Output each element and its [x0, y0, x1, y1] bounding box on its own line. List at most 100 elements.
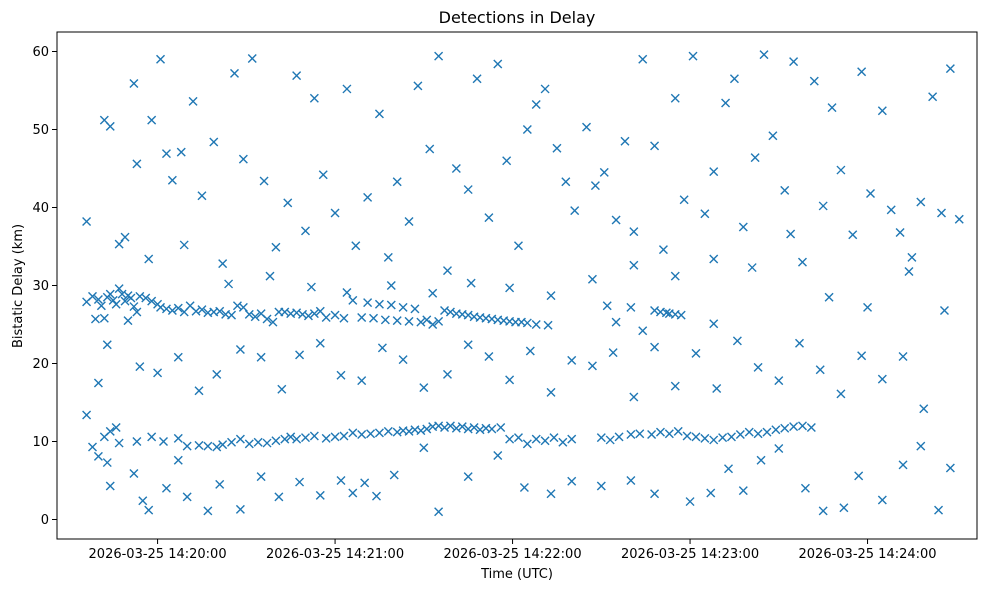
data-point: [753, 429, 763, 439]
data-point: [88, 442, 97, 452]
data-point: [244, 439, 254, 449]
data-point: [688, 51, 698, 61]
data-point: [161, 149, 171, 159]
data-point: [857, 351, 867, 361]
data-point: [342, 288, 352, 298]
data-point: [197, 305, 207, 315]
data-point: [605, 435, 615, 445]
data-point: [262, 438, 272, 448]
data-point: [309, 309, 319, 319]
data-point: [954, 214, 964, 224]
data-point: [463, 340, 473, 350]
data-point: [709, 167, 719, 177]
data-point: [611, 317, 621, 327]
data-point: [916, 441, 926, 451]
data-point: [173, 455, 183, 465]
data-point: [919, 404, 929, 414]
data-point: [303, 311, 313, 321]
data-point: [357, 312, 367, 322]
data-point: [857, 67, 867, 77]
data-point: [247, 54, 257, 64]
data-point: [567, 355, 577, 365]
data-point: [129, 302, 139, 312]
data-point: [209, 137, 219, 147]
data-point: [682, 431, 692, 441]
data-point: [425, 144, 435, 154]
data-point: [156, 54, 166, 64]
data-point: [818, 201, 828, 211]
data-point: [398, 355, 408, 365]
data-point: [469, 422, 479, 432]
data-point: [374, 109, 384, 119]
data-point: [286, 432, 296, 442]
data-point: [513, 241, 523, 251]
x-tick-label: 2026-03-25 14:24:00: [799, 547, 937, 562]
data-point: [732, 336, 742, 346]
data-point: [336, 476, 346, 485]
data-point: [774, 376, 784, 386]
data-point: [159, 437, 168, 446]
data-point: [729, 74, 739, 84]
data-point: [82, 217, 92, 227]
data-point: [383, 426, 393, 436]
data-point: [215, 306, 225, 316]
data-point: [709, 254, 719, 264]
data-point: [271, 242, 281, 252]
data-point: [182, 492, 192, 502]
data-point: [422, 315, 432, 325]
data-point: [493, 451, 503, 461]
data-point: [679, 195, 689, 205]
data-point: [638, 326, 648, 336]
data-point: [82, 410, 92, 420]
data-point: [197, 191, 207, 201]
data-point: [351, 241, 361, 251]
data-point: [360, 478, 370, 488]
data-point: [419, 443, 429, 453]
data-point: [718, 433, 728, 443]
data-point: [342, 84, 352, 94]
data-point: [300, 226, 310, 236]
data-point: [531, 100, 541, 110]
data-point: [546, 387, 556, 397]
data-point: [738, 222, 748, 232]
data-point: [93, 451, 103, 461]
data-point: [138, 496, 148, 506]
data-point: [738, 486, 748, 496]
data-point: [582, 122, 592, 132]
data-point: [898, 351, 908, 361]
data-point: [268, 317, 278, 327]
data-point: [670, 93, 680, 103]
data-point: [321, 433, 331, 443]
chart-title: Detections in Delay: [439, 8, 596, 27]
data-point: [496, 422, 506, 432]
data-point: [102, 340, 112, 350]
data-point: [771, 425, 781, 435]
data-point: [898, 460, 908, 470]
data-point: [167, 305, 177, 315]
data-point: [120, 232, 130, 242]
data-point: [348, 295, 358, 305]
data-point: [99, 313, 109, 323]
data-point: [380, 315, 390, 325]
data-point: [685, 497, 695, 507]
data-point: [549, 433, 559, 443]
data-point: [442, 266, 452, 276]
data-point: [540, 436, 550, 446]
data-point: [238, 302, 248, 312]
data-point: [238, 154, 248, 164]
data-point: [691, 432, 701, 442]
data-point: [374, 428, 384, 438]
data-point: [626, 429, 636, 439]
data-point: [357, 429, 367, 439]
data-point: [218, 440, 228, 450]
data-point: [318, 170, 328, 180]
data-point: [809, 76, 819, 86]
data-point: [540, 84, 550, 94]
y-axis: 0 10 20 30 40 50 60: [32, 45, 57, 528]
data-point: [939, 305, 949, 315]
data-point: [608, 348, 618, 358]
data-point: [315, 338, 325, 348]
data-point: [629, 392, 639, 402]
data-point: [451, 164, 461, 173]
